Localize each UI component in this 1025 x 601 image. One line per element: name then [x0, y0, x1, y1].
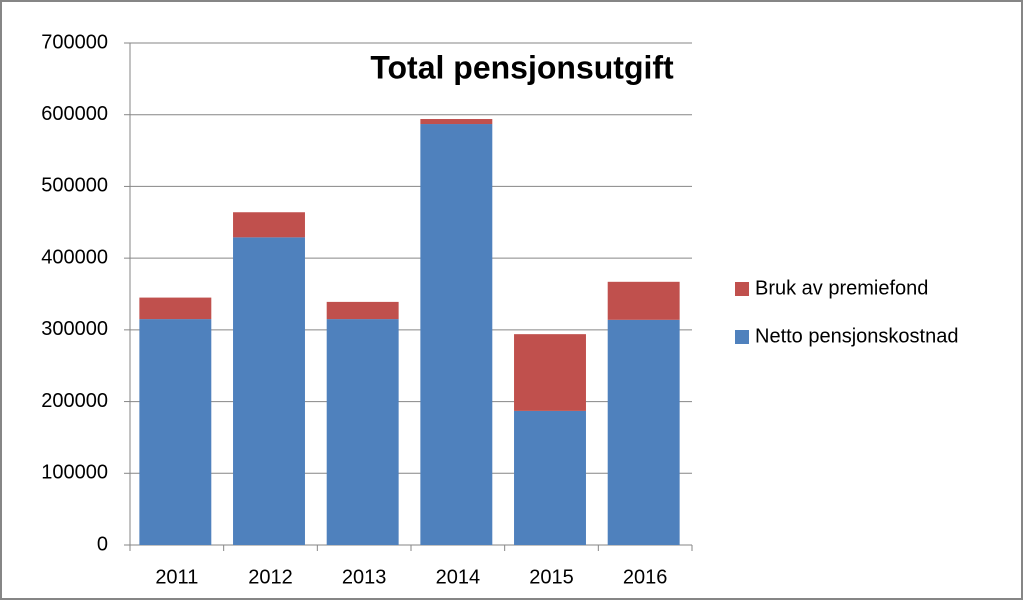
y-tick-label: 100000 — [41, 462, 108, 484]
bar-segment — [514, 334, 586, 411]
y-tick-label: 700000 — [41, 31, 108, 53]
bar-segment — [139, 297, 212, 320]
bar-segment — [514, 410, 586, 545]
legend-label: Netto pensjonskostnad — [755, 325, 958, 347]
bar-segment — [233, 212, 305, 238]
x-tick-label: 2013 — [342, 566, 387, 588]
bar-segment — [326, 319, 399, 545]
y-tick-label: 0 — [97, 533, 108, 555]
bar-segment — [420, 124, 493, 545]
y-tick-label: 500000 — [41, 175, 108, 197]
x-tick-label: 2014 — [436, 566, 481, 588]
x-tick-label: 2012 — [248, 566, 293, 588]
bar-segment — [326, 301, 399, 320]
legend-swatch — [735, 282, 749, 296]
x-tick-label: 2011 — [155, 566, 198, 588]
bar-segment — [420, 119, 493, 125]
legend-swatch — [735, 330, 749, 344]
y-tick-label: 300000 — [41, 318, 108, 340]
bar-segment — [607, 281, 680, 320]
y-tick-label: 400000 — [41, 246, 108, 268]
bar-segment — [139, 319, 212, 545]
x-tick-label: 2015 — [529, 566, 574, 588]
bar-segment — [607, 319, 680, 545]
legend-label: Bruk av premiefond — [755, 277, 928, 299]
chart-title: Total pensjonsutgift — [370, 49, 674, 85]
bar-segment — [233, 237, 305, 546]
y-tick-label: 600000 — [41, 103, 108, 125]
y-tick-label: 200000 — [41, 390, 108, 412]
x-tick-label: 2016 — [623, 566, 668, 588]
